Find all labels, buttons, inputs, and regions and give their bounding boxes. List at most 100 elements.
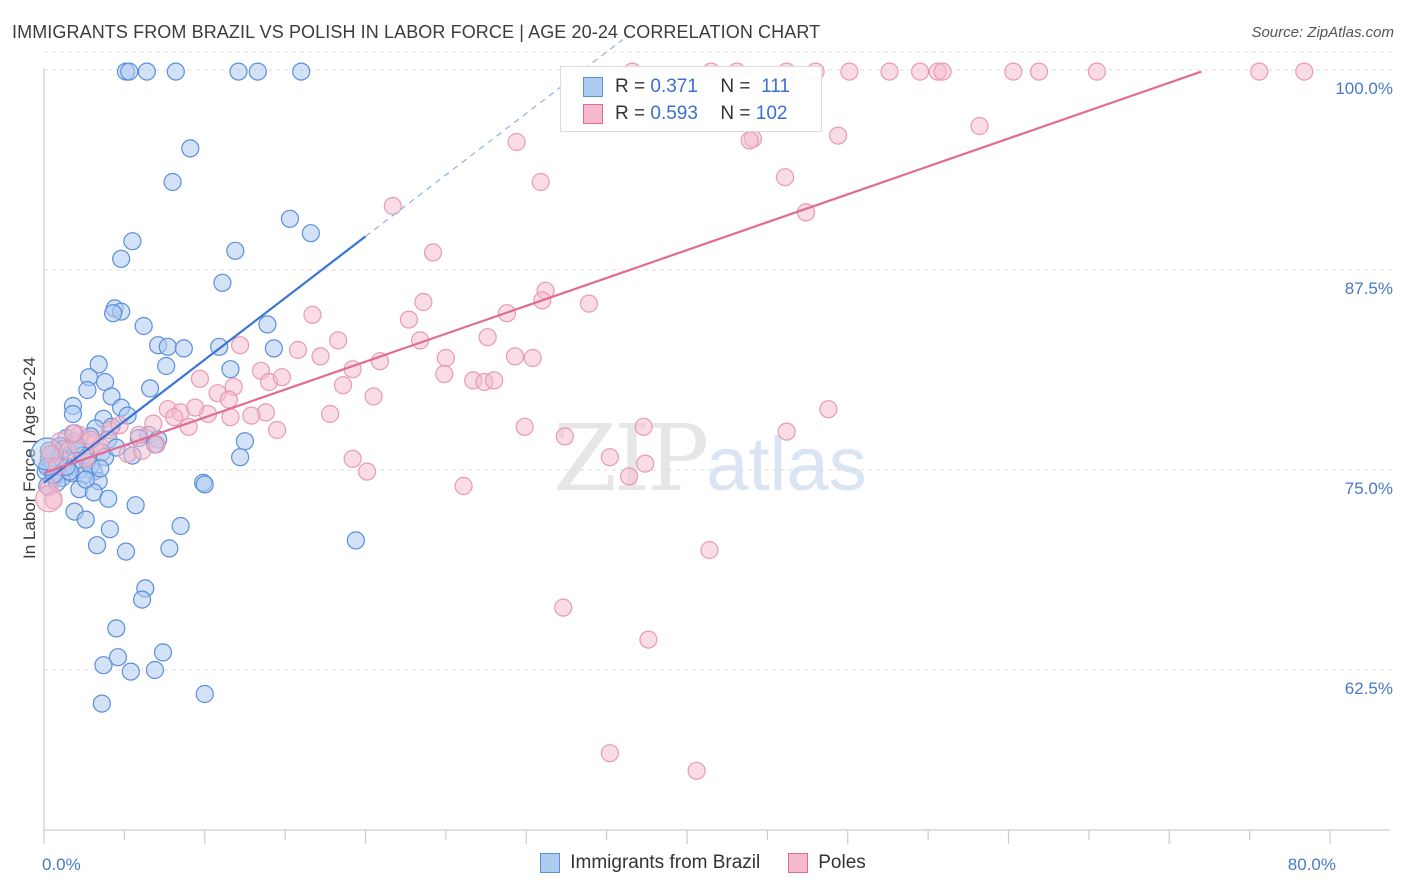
brazil-point (126, 496, 145, 515)
brazil-point (174, 339, 193, 358)
poles-point (1087, 62, 1107, 81)
series-legend-label: Immigrants from Brazil (570, 852, 761, 873)
poles-point (634, 417, 653, 436)
poles-point (81, 430, 100, 449)
poles-point (478, 328, 497, 347)
poles-point (740, 131, 759, 150)
poles-point (144, 414, 163, 433)
poles-point (321, 404, 340, 424)
legend-r-label: R = (615, 103, 646, 124)
poles-point (579, 294, 599, 313)
brazil-point (108, 648, 128, 667)
poles-point (910, 62, 930, 81)
poles-point (531, 172, 550, 192)
brazil-point (76, 470, 95, 489)
poles-trend-line (43, 70, 1202, 475)
brazil-point (132, 590, 152, 609)
poles-point (399, 310, 419, 329)
legend-row-brazil: R = 0.371 N = 111 (583, 74, 790, 100)
series-legend-label: Poles (818, 852, 866, 873)
brazil-point (76, 510, 95, 529)
poles-point (35, 485, 63, 513)
poles-point (288, 340, 308, 360)
legend-n-value: 111 (761, 76, 790, 97)
poles-point (364, 387, 383, 406)
brazil-point (137, 62, 156, 81)
poles-point (219, 390, 238, 409)
poles-point (329, 331, 348, 350)
brazil-point (163, 172, 182, 192)
poles-point (59, 441, 78, 460)
x-tick-label: 80.0% (1288, 855, 1336, 874)
poles-point (687, 761, 706, 780)
legend-n-label: N = (720, 76, 751, 97)
poles-point (414, 292, 433, 312)
grid-lines (44, 51, 1395, 671)
poles-point (303, 305, 322, 324)
poles-point (636, 454, 655, 473)
poles-point (436, 348, 455, 368)
brazil-point (166, 62, 185, 81)
brazil-point (92, 694, 111, 713)
poles-point (840, 62, 859, 81)
brazil-point (213, 273, 232, 292)
y-tick-label: 100.0% (1335, 79, 1393, 98)
poles-point (267, 420, 287, 440)
poles-point (554, 598, 573, 617)
brazil-point (91, 459, 110, 478)
brazil-point (112, 249, 131, 268)
brazil-point (157, 356, 176, 376)
poles-point (515, 417, 534, 436)
poles-point (231, 336, 250, 355)
series-legend-item-brazil[interactable]: Immigrants from Brazil (540, 852, 760, 874)
brazil-point (89, 355, 108, 374)
brazil-point (160, 539, 179, 558)
brazil-point (120, 62, 139, 81)
poles-point (933, 62, 952, 81)
brazil-point (280, 209, 300, 228)
brazil-point (264, 339, 283, 358)
legend-swatch-poles (788, 853, 809, 873)
poles-point (190, 369, 210, 388)
watermark: ZIPatlas (553, 405, 867, 512)
poles-point (165, 408, 184, 427)
tick-labels: 100.0% 87.5% 75.0% 62.5% 0.0% 80.0% (42, 79, 1393, 874)
x-tick-label: 0.0% (42, 855, 81, 874)
brazil-point (181, 139, 200, 158)
brazil-point (107, 619, 126, 638)
brazil-point (221, 360, 240, 379)
poles-point (358, 462, 377, 481)
legend-swatch-brazil (540, 853, 561, 873)
y-tick-label: 62.5% (1345, 679, 1393, 698)
y-tick-label: 75.0% (1345, 479, 1393, 498)
poles-point (1250, 62, 1269, 81)
brazil-point (134, 316, 153, 336)
poles-point (272, 368, 292, 387)
legend-n-value: 102 (755, 103, 788, 124)
poles-point (435, 364, 454, 384)
brazil-point (235, 432, 255, 451)
poles-point (1295, 62, 1314, 81)
poles-point (333, 376, 353, 395)
poles-point (311, 347, 330, 366)
legend-r-value: 0.593 (650, 103, 698, 124)
poles-point (970, 116, 989, 136)
brazil-point (63, 404, 83, 424)
series-legend: Immigrants from Brazil Poles (0, 852, 1406, 874)
brazil-point (153, 643, 173, 662)
poles-point (555, 427, 574, 446)
poles-point (132, 441, 152, 460)
legend-swatch-poles (583, 104, 603, 124)
brazil-point (171, 516, 190, 536)
brazil-point (121, 662, 140, 681)
poles-point (880, 62, 899, 81)
poles-point (343, 449, 362, 468)
y-tick-label: 87.5% (1345, 279, 1393, 298)
poles-point (1029, 62, 1049, 81)
poles-point (485, 371, 504, 390)
series-legend-item-poles[interactable]: Poles (788, 852, 866, 874)
legend-n-label: N = (720, 103, 751, 124)
brazil-point (158, 337, 177, 356)
brazil-point (94, 656, 113, 675)
